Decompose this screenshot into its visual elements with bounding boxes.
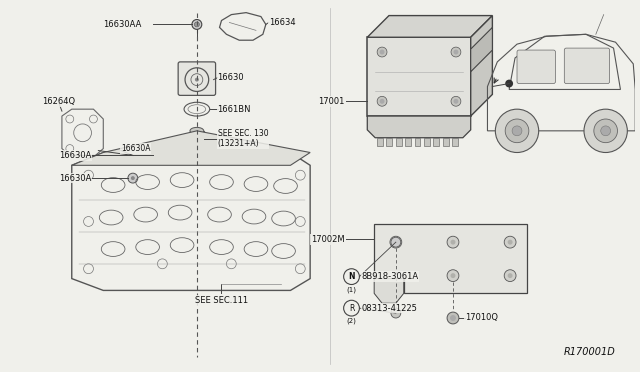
- Text: 17001: 17001: [318, 97, 344, 106]
- Ellipse shape: [190, 127, 204, 134]
- Text: 16264Q: 16264Q: [42, 97, 76, 106]
- Circle shape: [195, 78, 199, 81]
- FancyBboxPatch shape: [564, 48, 610, 84]
- Bar: [424, 138, 430, 145]
- Bar: [377, 138, 383, 145]
- Text: R170001D: R170001D: [564, 347, 616, 357]
- Text: 16630A: 16630A: [59, 174, 92, 183]
- Circle shape: [152, 151, 163, 160]
- Circle shape: [390, 236, 402, 248]
- Text: SEE SEC. 130
(13231+A): SEE SEC. 130 (13231+A): [218, 129, 268, 148]
- Circle shape: [505, 80, 513, 87]
- Circle shape: [601, 126, 611, 136]
- Polygon shape: [470, 28, 492, 72]
- Text: N: N: [348, 272, 355, 281]
- Circle shape: [504, 270, 516, 282]
- Bar: [190, 131, 204, 158]
- Circle shape: [380, 99, 385, 104]
- Circle shape: [394, 240, 398, 245]
- Text: 16630A: 16630A: [59, 151, 92, 160]
- Text: (1): (1): [346, 286, 356, 293]
- Circle shape: [451, 96, 461, 106]
- Text: 1661BN: 1661BN: [218, 105, 251, 114]
- Polygon shape: [374, 279, 404, 303]
- Circle shape: [454, 99, 458, 104]
- Circle shape: [447, 270, 459, 282]
- Circle shape: [195, 22, 199, 27]
- Text: (2): (2): [347, 318, 356, 324]
- Circle shape: [508, 240, 513, 245]
- Circle shape: [129, 151, 137, 160]
- Circle shape: [131, 176, 135, 180]
- Circle shape: [377, 47, 387, 57]
- Circle shape: [128, 173, 138, 183]
- Circle shape: [594, 119, 618, 142]
- Circle shape: [380, 49, 385, 54]
- Polygon shape: [367, 116, 470, 138]
- Circle shape: [377, 96, 387, 106]
- Text: R: R: [349, 304, 354, 312]
- Polygon shape: [367, 16, 492, 37]
- Bar: [396, 138, 402, 145]
- Bar: [433, 138, 439, 145]
- Text: 8B918-3061A: 8B918-3061A: [362, 272, 419, 281]
- Bar: [443, 138, 449, 145]
- Circle shape: [391, 237, 401, 247]
- Circle shape: [504, 236, 516, 248]
- FancyBboxPatch shape: [517, 50, 556, 84]
- Circle shape: [495, 109, 539, 153]
- Circle shape: [391, 308, 401, 318]
- Circle shape: [156, 154, 159, 157]
- Text: 16630: 16630: [218, 73, 244, 82]
- Polygon shape: [374, 224, 527, 294]
- Text: 16634: 16634: [269, 18, 296, 27]
- FancyBboxPatch shape: [178, 62, 216, 95]
- Text: 08313-41225: 08313-41225: [362, 304, 417, 312]
- Text: 16630AA: 16630AA: [103, 20, 141, 29]
- Text: 17002M: 17002M: [311, 235, 344, 244]
- Circle shape: [505, 119, 529, 142]
- Text: 16630A: 16630A: [121, 144, 150, 153]
- Ellipse shape: [190, 155, 204, 162]
- Bar: [452, 138, 458, 145]
- Circle shape: [447, 312, 459, 324]
- Circle shape: [454, 49, 458, 54]
- Circle shape: [512, 126, 522, 136]
- Polygon shape: [72, 131, 310, 165]
- Bar: [415, 138, 420, 145]
- Bar: [367, 37, 470, 116]
- Bar: [387, 138, 392, 145]
- Circle shape: [450, 315, 456, 321]
- Bar: [405, 138, 411, 145]
- Circle shape: [451, 240, 456, 245]
- Circle shape: [192, 19, 202, 29]
- Polygon shape: [470, 16, 492, 116]
- Text: 17010Q: 17010Q: [465, 314, 498, 323]
- Circle shape: [508, 273, 513, 278]
- Circle shape: [451, 273, 456, 278]
- Circle shape: [584, 109, 627, 153]
- Circle shape: [447, 236, 459, 248]
- Circle shape: [451, 47, 461, 57]
- Text: SEE SEC.111: SEE SEC.111: [195, 296, 248, 305]
